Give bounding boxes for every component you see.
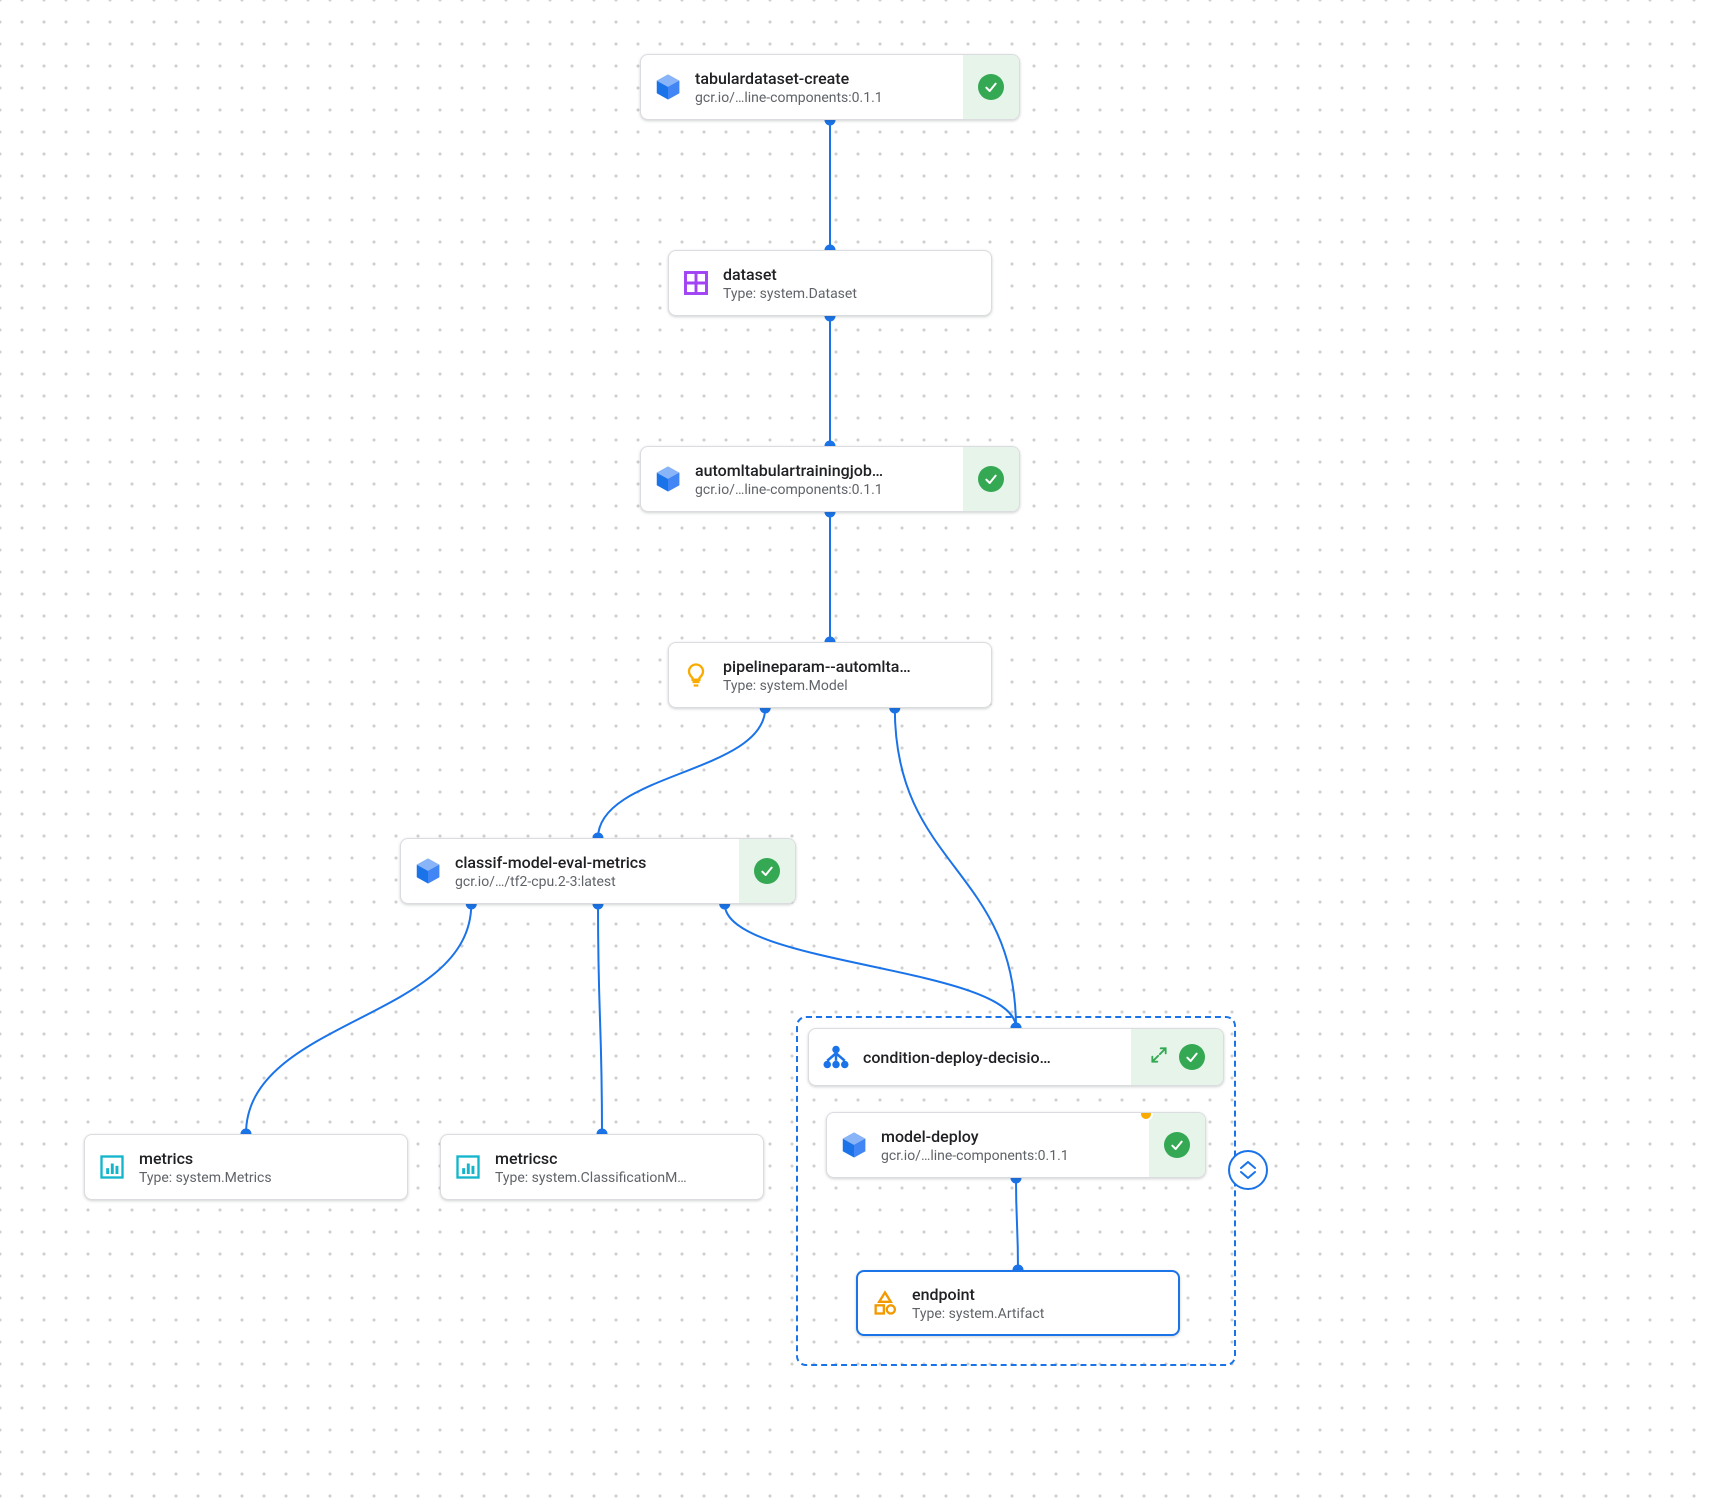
barchart-cyan-icon	[85, 1135, 139, 1199]
node-tabulardataset[interactable]: tabulardataset-create gcr.io/…line-compon…	[640, 54, 1020, 120]
node-metricsc[interactable]: metricsc Type: system.ClassificationM…	[440, 1134, 764, 1200]
status-success-icon	[978, 466, 1004, 492]
collapse-group-button[interactable]	[1228, 1150, 1268, 1190]
node-text: condition-deploy-decisio…	[863, 1038, 1131, 1077]
node-title: metricsc	[495, 1149, 755, 1168]
node-dataset[interactable]: dataset Type: system.Dataset	[668, 250, 992, 316]
node-classif[interactable]: classif-model-eval-metrics gcr.io/…/tf2-c…	[400, 838, 796, 904]
node-text: dataset Type: system.Dataset	[723, 255, 991, 312]
node-subtitle: gcr.io/…line-components:0.1.1	[695, 482, 955, 498]
node-subtitle: Type: system.Model	[723, 678, 983, 694]
pipeline-canvas: tabulardataset-create gcr.io/…line-compon…	[0, 0, 1712, 1504]
lightbulb-icon	[669, 643, 723, 707]
node-title: endpoint	[912, 1285, 1170, 1304]
status-area	[1131, 1029, 1223, 1085]
node-text: pipelineparam--automlta… Type: system.Mod…	[723, 647, 991, 704]
status-area	[739, 839, 795, 903]
node-pipelineparam[interactable]: pipelineparam--automlta… Type: system.Mod…	[668, 642, 992, 708]
cube-blue-icon	[641, 447, 695, 511]
node-text: automltabulartrainingjob… gcr.io/…line-co…	[695, 451, 963, 508]
node-text: model-deploy gcr.io/…line-components:0.1.…	[881, 1117, 1149, 1174]
shapes-orange-icon	[858, 1272, 912, 1334]
node-title: model-deploy	[881, 1127, 1141, 1146]
status-success-icon	[978, 74, 1004, 100]
barchart-cyan-icon	[441, 1135, 495, 1199]
node-condition[interactable]: condition-deploy-decisio…	[808, 1028, 1224, 1086]
node-title: metrics	[139, 1149, 399, 1168]
node-subtitle: Type: system.ClassificationM…	[495, 1170, 755, 1186]
node-text: metricsc Type: system.ClassificationM…	[495, 1139, 763, 1196]
node-title: automltabulartrainingjob…	[695, 461, 955, 480]
tree-blue-icon	[809, 1029, 863, 1085]
node-automl[interactable]: automltabulartrainingjob… gcr.io/…line-co…	[640, 446, 1020, 512]
expand-icon	[1149, 1045, 1169, 1069]
status-area	[963, 55, 1019, 119]
status-success-icon	[1164, 1132, 1190, 1158]
node-text: metrics Type: system.Metrics	[139, 1139, 407, 1196]
node-endpoint[interactable]: endpoint Type: system.Artifact	[856, 1270, 1180, 1336]
node-metrics[interactable]: metrics Type: system.Metrics	[84, 1134, 408, 1200]
node-text: classif-model-eval-metrics gcr.io/…/tf2-c…	[455, 843, 739, 900]
node-text: endpoint Type: system.Artifact	[912, 1275, 1178, 1332]
status-success-icon	[754, 858, 780, 884]
grid-purple-icon	[669, 251, 723, 315]
node-title: condition-deploy-decisio…	[863, 1048, 1123, 1067]
cube-blue-icon	[827, 1113, 881, 1177]
node-subtitle: Type: system.Dataset	[723, 286, 983, 302]
node-subtitle: gcr.io/…/tf2-cpu.2-3:latest	[455, 874, 731, 890]
cube-blue-icon	[401, 839, 455, 903]
status-area	[963, 447, 1019, 511]
node-subtitle: gcr.io/…line-components:0.1.1	[881, 1148, 1141, 1164]
node-title: dataset	[723, 265, 983, 284]
cube-blue-icon	[641, 55, 695, 119]
node-text: tabulardataset-create gcr.io/…line-compon…	[695, 59, 963, 116]
node-title: classif-model-eval-metrics	[455, 853, 731, 872]
node-subtitle: gcr.io/…line-components:0.1.1	[695, 90, 955, 106]
node-subtitle: Type: system.Metrics	[139, 1170, 399, 1186]
node-title: tabulardataset-create	[695, 69, 955, 88]
status-area	[1149, 1113, 1205, 1177]
node-modeldeploy[interactable]: model-deploy gcr.io/…line-components:0.1.…	[826, 1112, 1206, 1178]
status-success-icon	[1179, 1044, 1205, 1070]
node-title: pipelineparam--automlta…	[723, 657, 983, 676]
node-subtitle: Type: system.Artifact	[912, 1306, 1170, 1322]
